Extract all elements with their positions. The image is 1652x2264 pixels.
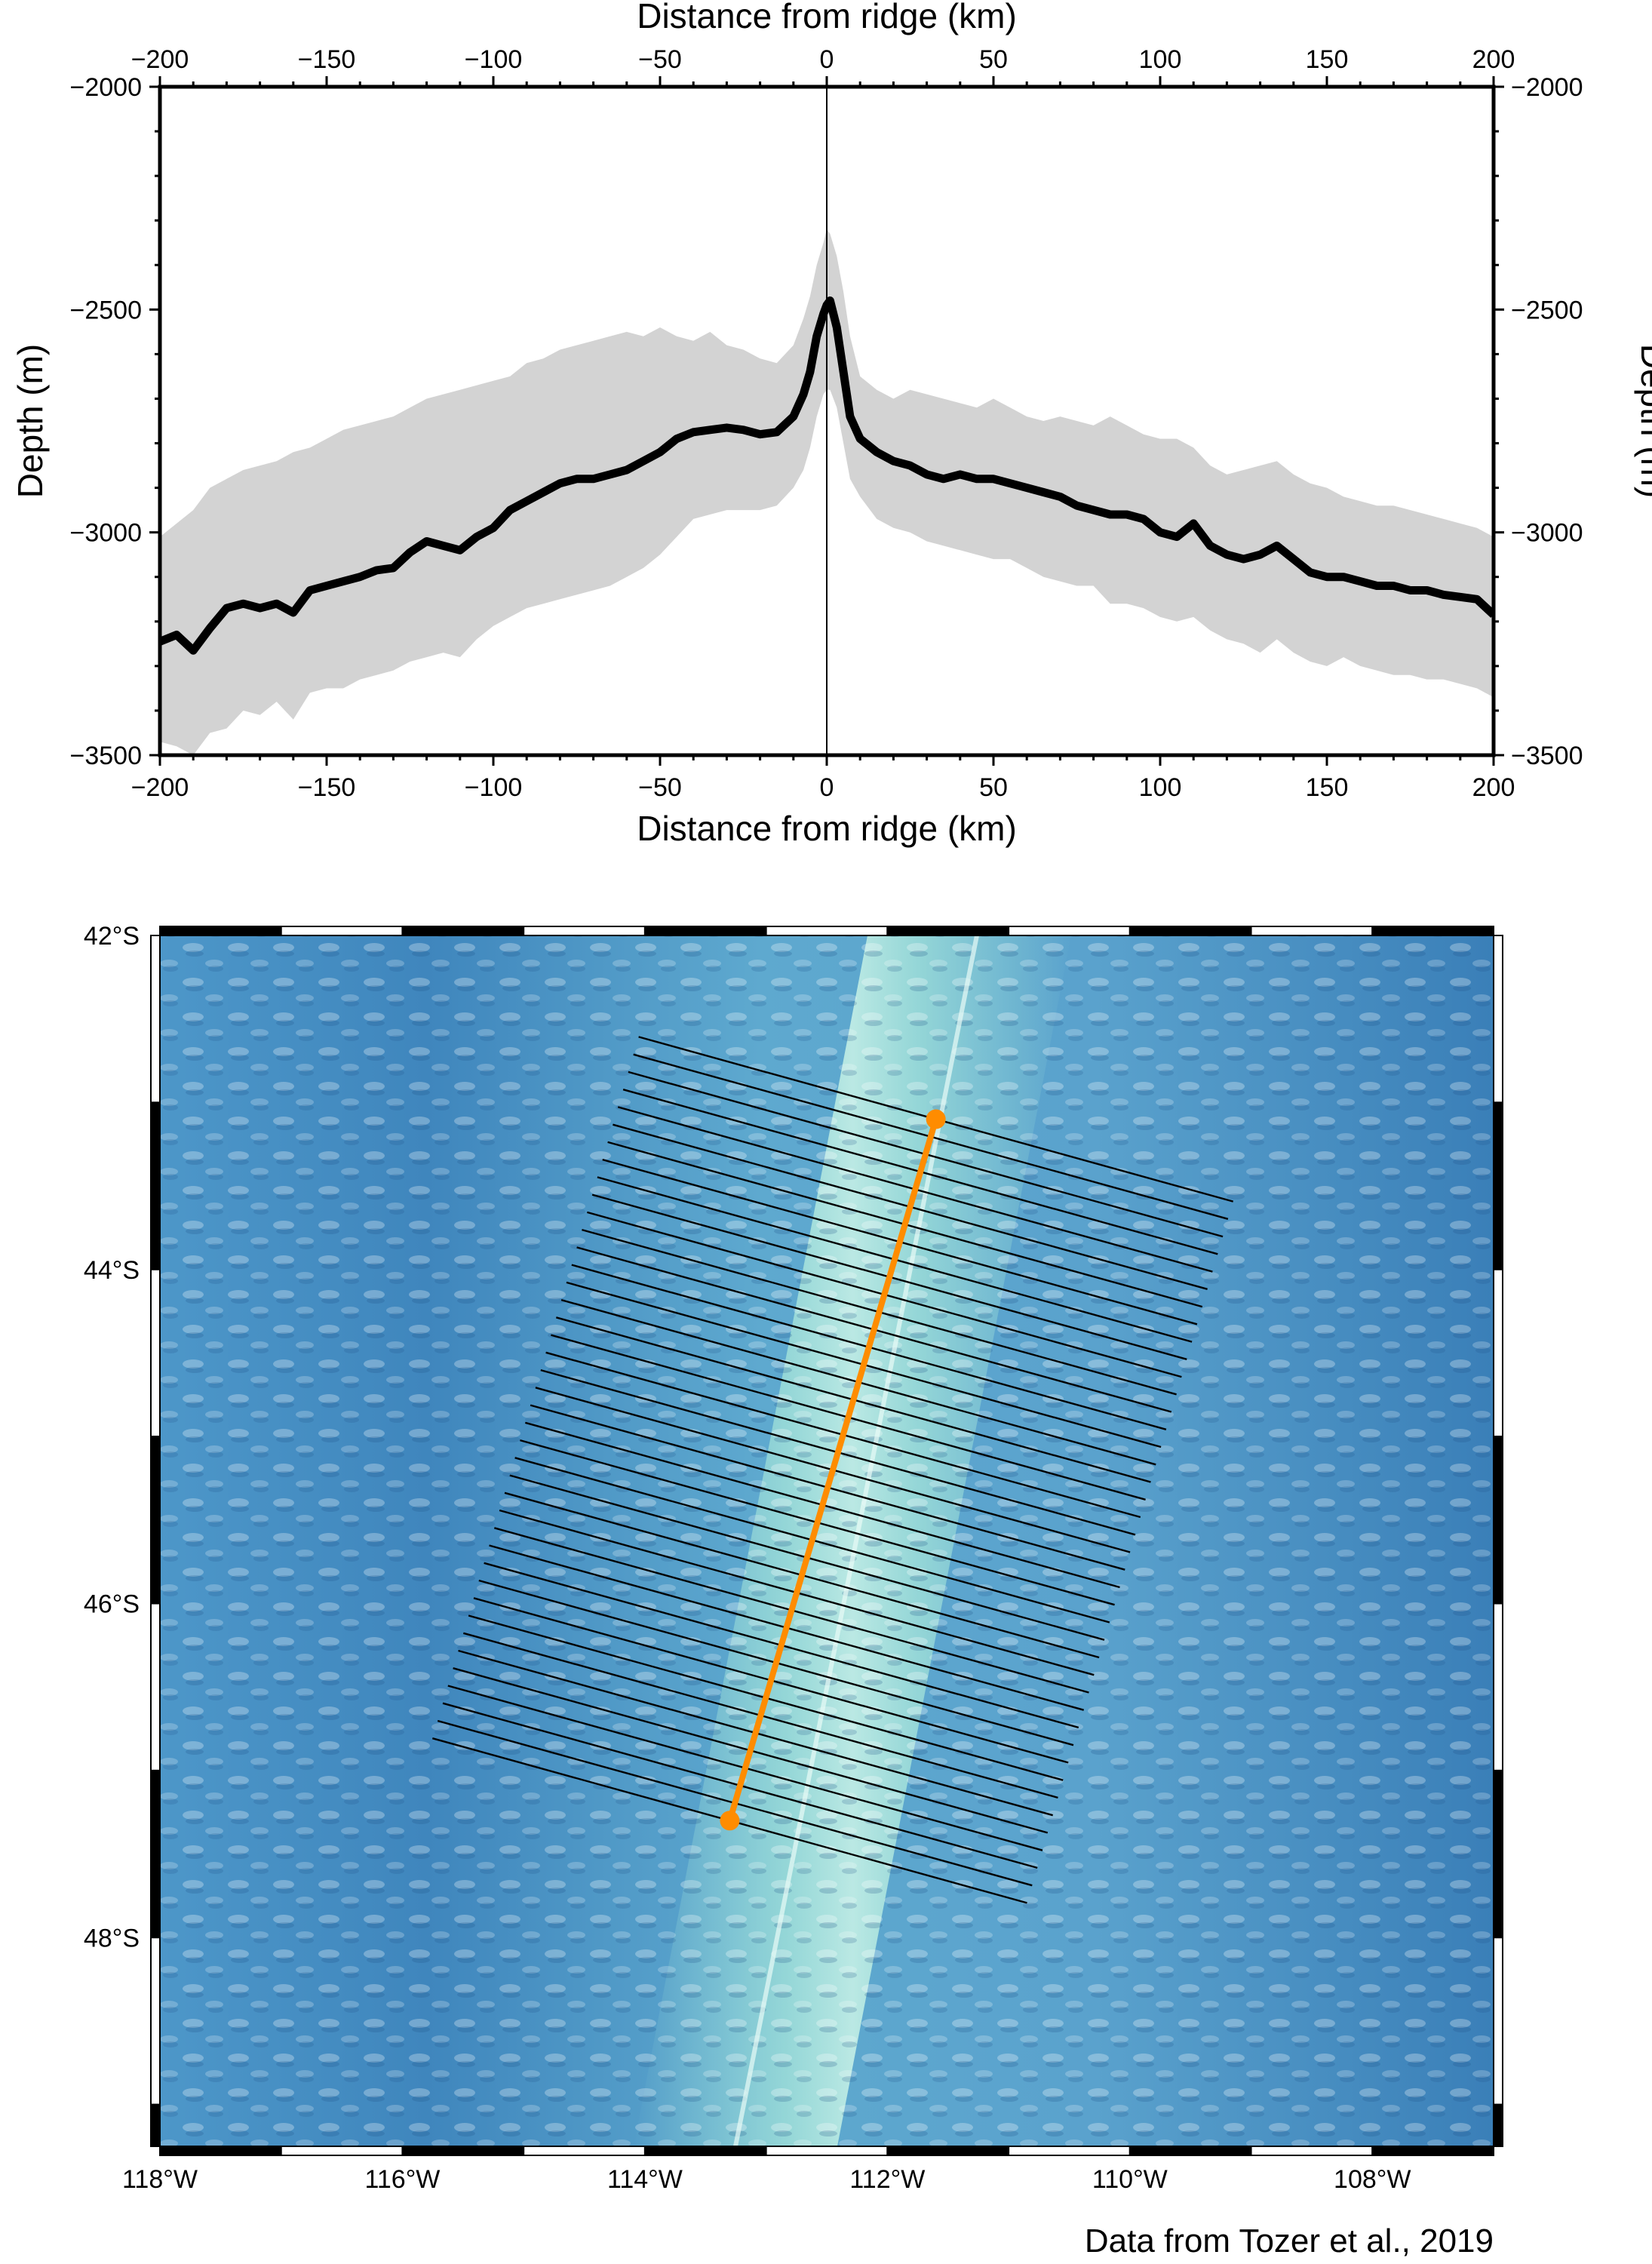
longitude-label: 112°W	[849, 2165, 925, 2194]
axis-ticks	[149, 76, 1504, 766]
frame-segment	[150, 935, 161, 1104]
right-y-axis-title: Depth (m)	[1634, 344, 1652, 498]
y-tick-label: −2500	[70, 296, 143, 324]
bottom-x-tick-labels: −200 −150 −100 −50 0 50 100 150 200	[131, 773, 1515, 802]
y-tick-label: −3500	[70, 742, 143, 770]
x-tick-label: −200	[131, 45, 189, 74]
longitude-label: 116°W	[365, 2165, 441, 2194]
x-tick-label: −100	[465, 45, 523, 74]
frame-segment	[1371, 2146, 1494, 2156]
frame-segment	[150, 1769, 161, 1939]
frame-segment	[765, 2146, 889, 2156]
frame-segment	[401, 2146, 525, 2156]
frame-segment	[150, 1436, 161, 1605]
ridge-axis-start-marker	[926, 1109, 946, 1129]
frame-segment	[886, 2146, 1010, 2156]
frame-segment	[150, 1101, 161, 1270]
frame-segment	[1008, 2146, 1131, 2156]
x-tick-label: 100	[1139, 45, 1182, 74]
frame-segment	[1250, 926, 1374, 936]
latitude-tick-labels: 42°S 44°S 46°S 48°S	[84, 922, 140, 1952]
map-inner-border	[159, 935, 1494, 2147]
right-y-tick-labels: −2000 −2500 −3000 −3500	[1511, 73, 1583, 770]
left-y-tick-labels: −2000 −2500 −3000 −3500	[70, 73, 143, 770]
longitude-label: 114°W	[607, 2165, 683, 2194]
frame-segment	[150, 2103, 161, 2148]
ridge-axis-track	[726, 1116, 939, 1824]
frame-segment	[150, 1602, 161, 1771]
x-tick-label: −50	[638, 45, 682, 74]
frame-segment	[765, 926, 889, 936]
frame-segment	[1493, 1268, 1503, 1438]
longitude-tick-labels: 118°W 116°W 114°W 112°W 110°W 108°W	[122, 2165, 1411, 2194]
y-tick-label: −3000	[70, 519, 143, 548]
frame-segment	[1250, 2146, 1374, 2156]
x-tick-label: 50	[979, 45, 1008, 74]
frame-segment	[280, 2146, 404, 2156]
latitude-label: 42°S	[84, 922, 140, 951]
mean-depth-line	[160, 296, 1494, 655]
frame-segment	[523, 926, 646, 936]
ridge-axis-end-marker	[720, 1811, 740, 1831]
x-tick-label: 0	[820, 773, 834, 802]
y-tick-label: −2000	[1511, 73, 1583, 102]
frame-segment	[1493, 1101, 1503, 1270]
x-tick-label: −50	[638, 773, 682, 802]
longitude-label: 110°W	[1092, 2165, 1168, 2194]
y-tick-label: −3000	[1511, 519, 1583, 548]
ridge-crest	[733, 935, 979, 2146]
frame-segment	[1493, 935, 1503, 1104]
frame-segment	[150, 1268, 161, 1438]
frame-segment	[1493, 2103, 1503, 2148]
frame-segment	[1493, 1769, 1503, 1939]
frame-segment	[643, 926, 767, 936]
y-tick-label: −2500	[1511, 296, 1583, 324]
x-tick-label: −100	[465, 773, 523, 802]
seafloor-texture	[160, 935, 1494, 2146]
frame-segment	[1008, 926, 1131, 936]
frame-segment	[1493, 1436, 1503, 1605]
frame-segment	[643, 2146, 767, 2156]
frame-segment	[886, 926, 1010, 936]
x-tick-label: 200	[1472, 45, 1515, 74]
x-tick-label: 150	[1306, 45, 1349, 74]
bottom-x-axis-title: Distance from ridge (km)	[637, 809, 1017, 848]
latitude-label: 44°S	[84, 1256, 140, 1285]
longitude-label: 118°W	[122, 2165, 198, 2194]
frame-segment	[159, 926, 282, 936]
x-tick-label: 150	[1306, 773, 1349, 802]
frame-segment	[1128, 926, 1252, 936]
top-x-axis-title: Distance from ridge (km)	[637, 0, 1017, 35]
x-tick-label: 0	[820, 45, 834, 74]
frame-segment	[1493, 1937, 1503, 2106]
frame-segment	[1371, 926, 1494, 936]
latitude-label: 48°S	[84, 1924, 140, 1952]
depth-profile-chart: −200 −150 −100 −50 0 50 100 150 200 −200 −150 −100…	[11, 0, 1652, 848]
longitude-label: 108°W	[1334, 2165, 1411, 2194]
frame-segment	[1128, 2146, 1252, 2156]
x-tick-label: −200	[131, 773, 189, 802]
depth-range-band	[160, 229, 1494, 755]
x-tick-label: 50	[979, 773, 1008, 802]
x-tick-label: −150	[298, 45, 356, 74]
frame-segment	[159, 2146, 282, 2156]
y-tick-label: −3500	[1511, 742, 1583, 770]
frame-segment	[280, 926, 404, 936]
frame-segment	[1493, 1602, 1503, 1771]
data-credit: Data from Tozer et al., 2019	[1085, 2223, 1494, 2259]
frame-segment	[401, 926, 525, 936]
x-tick-label: −150	[298, 773, 356, 802]
top-x-tick-labels: −200 −150 −100 −50 0 50 100 150 200	[131, 45, 1515, 74]
map-frame	[150, 926, 1503, 2156]
x-tick-label: 100	[1139, 773, 1182, 802]
frame-segment	[523, 2146, 646, 2156]
frame-segment	[150, 1937, 161, 2106]
x-tick-label: 200	[1472, 773, 1515, 802]
latitude-label: 46°S	[84, 1590, 140, 1619]
left-y-axis-title: Depth (m)	[11, 344, 50, 498]
y-tick-label: −2000	[70, 73, 143, 102]
bathymetry-map: 118°W 116°W 114°W 112°W 110°W 108°W 42°S44°S4…	[84, 922, 1503, 2259]
